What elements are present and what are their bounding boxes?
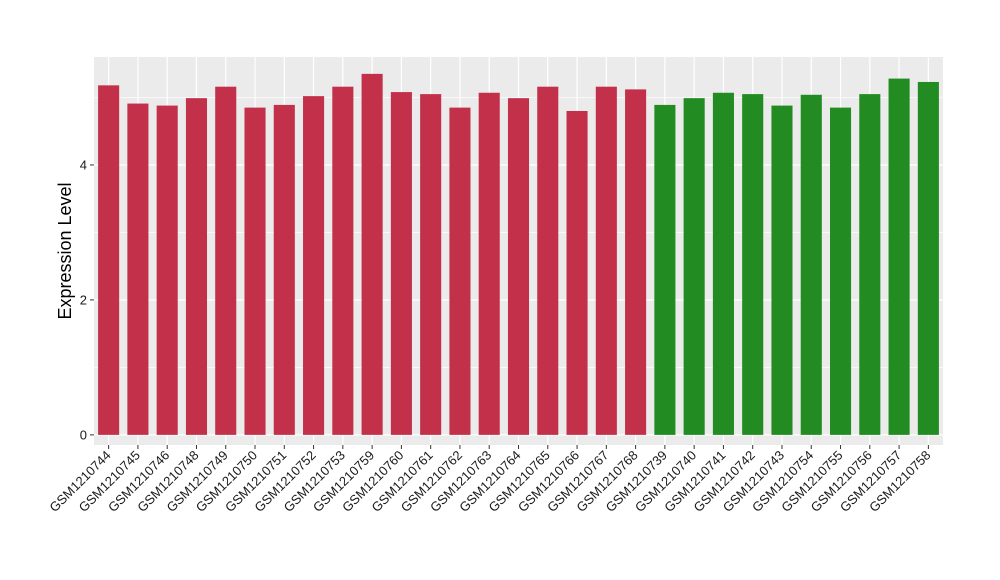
bar-GSM1210750	[244, 107, 266, 435]
bar-GSM1210766	[566, 110, 588, 435]
bar-GSM1210764	[507, 98, 530, 435]
bar-GSM1210760	[390, 92, 412, 435]
bar-GSM1210740	[683, 98, 705, 435]
bar-GSM1210756	[859, 94, 881, 435]
bar-GSM1210744	[98, 85, 120, 435]
y-tick-label: 0	[80, 427, 87, 442]
bar-GSM1210739	[654, 104, 676, 435]
bar-GSM1210757	[888, 78, 910, 435]
x-axis: GSM1210744GSM1210745GSM1210746GSM1210748…	[46, 445, 933, 515]
y-axis-title: Expression Level	[55, 182, 75, 319]
bar-GSM1210759	[361, 73, 383, 435]
bar-GSM1210742	[742, 94, 764, 435]
bar-GSM1210746	[156, 105, 178, 435]
bar-GSM1210763	[478, 92, 500, 435]
bar-GSM1210749	[215, 86, 237, 435]
bar-GSM1210762	[449, 107, 471, 435]
bar-GSM1210741	[712, 92, 734, 435]
y-axis: 0 2 4	[80, 157, 94, 442]
bar-GSM1210755	[829, 107, 852, 435]
bar-GSM1210761	[420, 94, 442, 435]
y-tick-label: 4	[80, 157, 87, 172]
bars	[98, 73, 939, 435]
bar-GSM1210754	[800, 94, 822, 435]
y-tick-label: 2	[80, 292, 87, 307]
bar-GSM1210767	[595, 86, 617, 435]
bar-GSM1210753	[332, 86, 354, 435]
bar-GSM1210758	[917, 81, 939, 435]
bar-GSM1210743	[771, 105, 793, 435]
bar-GSM1210745	[127, 103, 149, 435]
bar-GSM1210765	[537, 86, 559, 435]
bar-GSM1210768	[625, 89, 647, 435]
bar-GSM1210751	[273, 104, 295, 435]
bar-GSM1210752	[303, 96, 325, 435]
bar-GSM1210748	[185, 98, 208, 435]
